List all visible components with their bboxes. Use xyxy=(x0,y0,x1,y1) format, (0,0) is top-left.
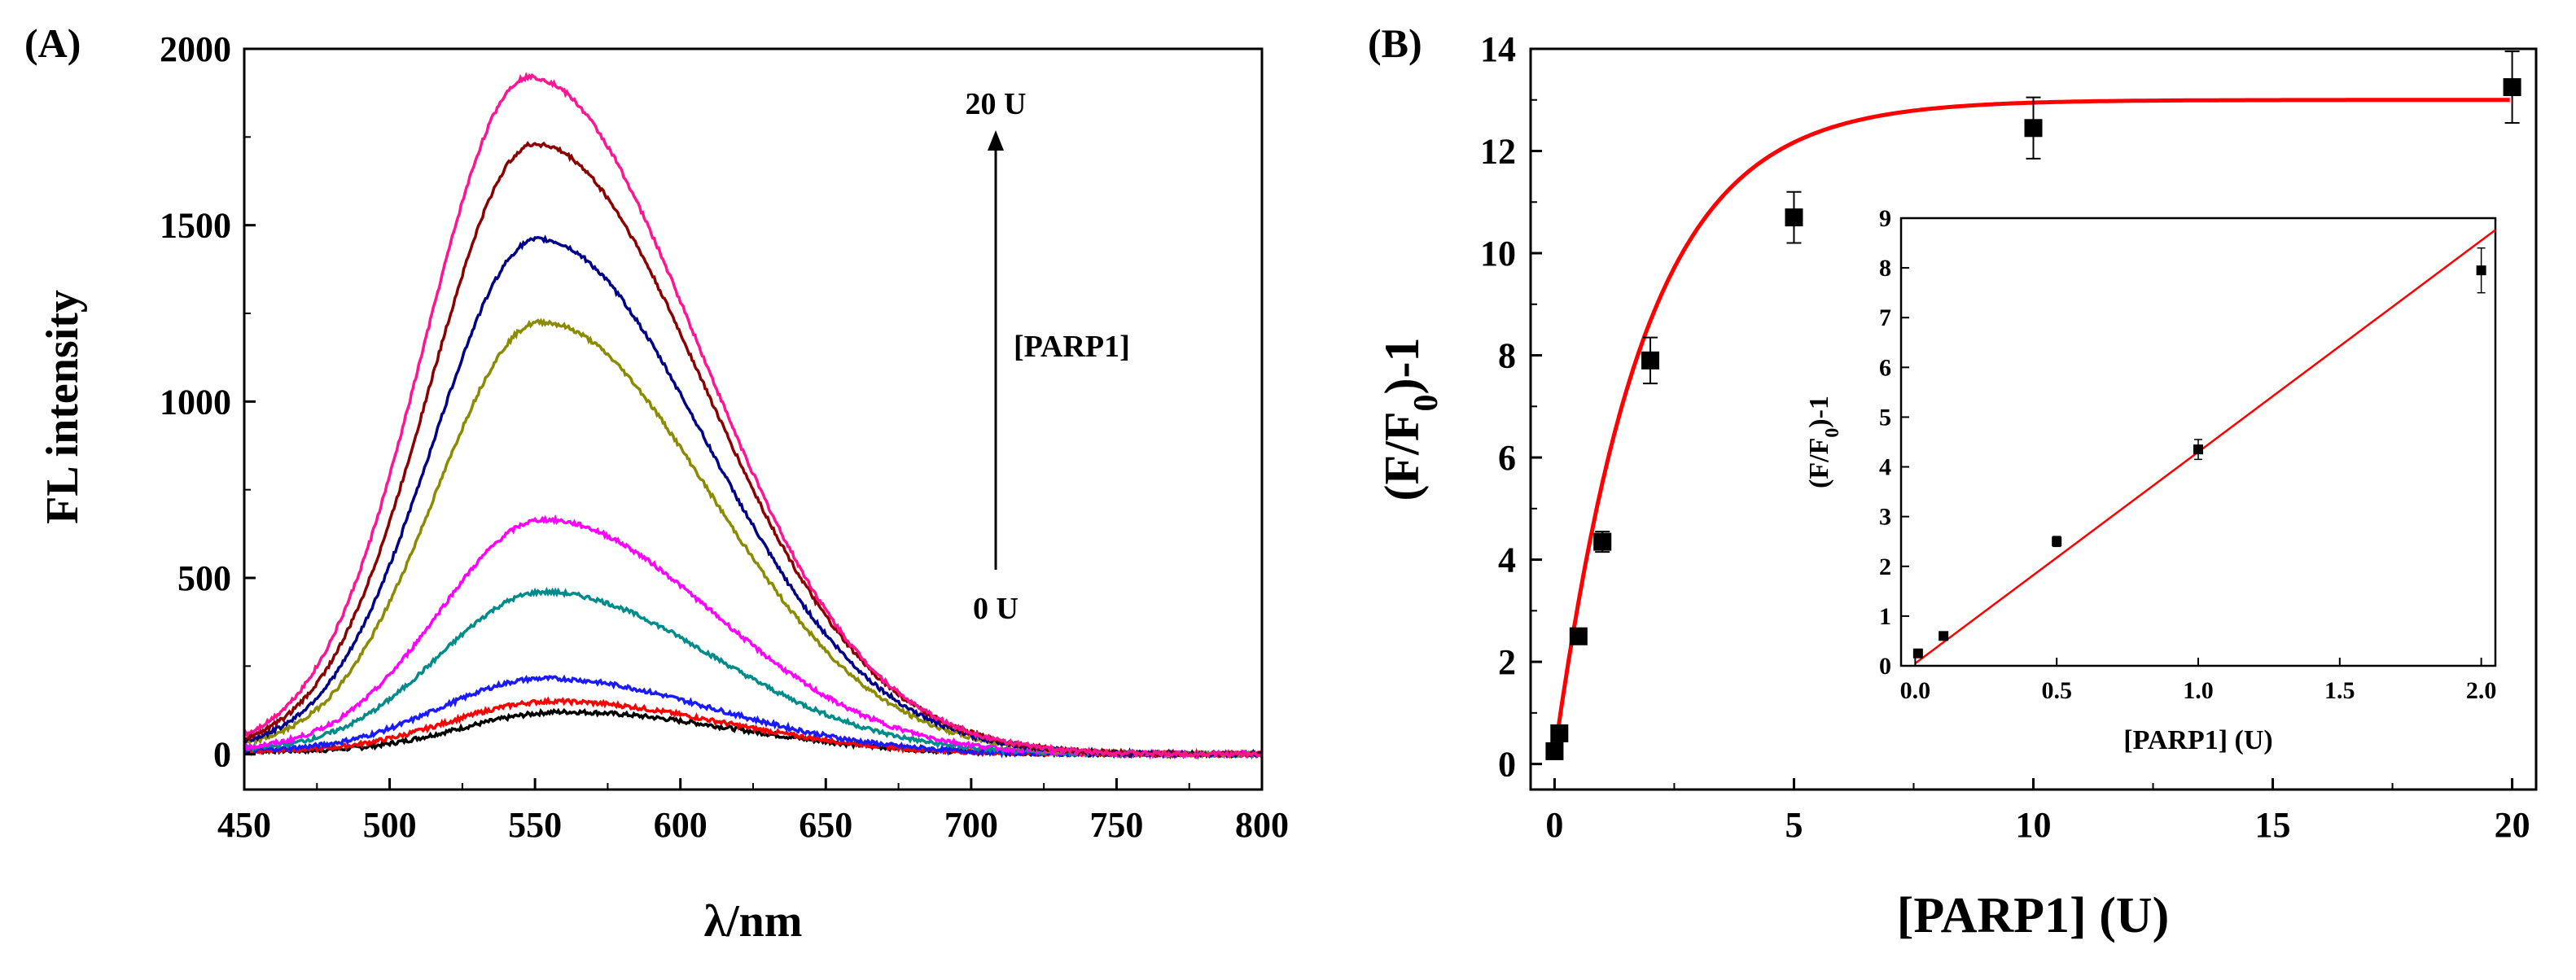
panel-a-y-label: FL intensity xyxy=(37,290,88,524)
spectrum-line xyxy=(243,72,1263,759)
panel-b-x-label: [PARP1] (U) xyxy=(1897,888,2170,943)
x-tick-label: 10 xyxy=(2016,805,2052,845)
y-tick-label: 4 xyxy=(1879,454,1891,481)
panel-b-y-axis: 0 2 4 6 8 10 12 14 xyxy=(1480,29,1542,785)
x-tick-label: 0.0 xyxy=(1900,677,1931,704)
data-point xyxy=(1641,351,1660,370)
y-tick-label: 8 xyxy=(1498,336,1516,376)
x-tick-label: 650 xyxy=(799,805,852,845)
x-tick-label: 1.5 xyxy=(2324,677,2355,704)
y-tick-label: 2 xyxy=(1498,642,1516,682)
x-tick-label: 800 xyxy=(1235,805,1289,845)
panel-b-label: (B) xyxy=(1368,20,1422,66)
x-tick-label: 500 xyxy=(363,805,417,845)
panel-a-y-axis: 0 500 1000 1500 2000 xyxy=(160,29,256,775)
x-tick-label: 0 xyxy=(1545,805,1563,845)
y-tick-label: 10 xyxy=(1480,234,1516,273)
y-tick-label: 1000 xyxy=(160,382,231,422)
data-point xyxy=(1593,532,1612,551)
x-tick-label: 750 xyxy=(1089,805,1143,845)
y-tick-label: 9 xyxy=(1879,205,1891,232)
y-tick-label: 6 xyxy=(1879,354,1891,381)
inset-x-label: [PARP1] (U) xyxy=(2123,725,2272,755)
data-point xyxy=(1939,631,1949,641)
y-tick-label: 1 xyxy=(1879,603,1891,630)
annotation-20u: 20 U xyxy=(966,87,1027,121)
data-point xyxy=(2476,265,2486,276)
label-part: ( xyxy=(1804,479,1834,488)
y-tick-label: 1500 xyxy=(160,206,231,246)
y-tick-label: 3 xyxy=(1879,504,1891,531)
data-point xyxy=(1550,724,1569,742)
x-tick-label: 20 xyxy=(2495,805,2530,845)
inset-fit-line xyxy=(1914,229,2496,664)
inset-y-label-text: (F/F0)-1 xyxy=(1804,396,1843,488)
label-part: F/F xyxy=(1375,412,1429,485)
label-part: )-1 xyxy=(1375,338,1429,395)
annotation-0u: 0 U xyxy=(973,592,1019,626)
label-part: 0 xyxy=(1822,428,1843,438)
data-point xyxy=(2503,78,2521,97)
y-tick-label: 8 xyxy=(1879,255,1891,282)
y-tick-label: 2 xyxy=(1879,553,1891,580)
data-point xyxy=(1912,648,1923,658)
annotation-parp1: [PARP1] xyxy=(1014,330,1130,364)
x-tick-label: 2.0 xyxy=(2466,677,2497,704)
label-part: ( xyxy=(1375,484,1429,501)
y-tick-label: 0 xyxy=(1498,745,1516,785)
y-tick-label: 0 xyxy=(1879,653,1891,680)
label-part: 0 xyxy=(1408,395,1445,412)
data-point xyxy=(1785,208,1803,227)
data-point xyxy=(2024,119,2043,138)
y-tick-label: 0 xyxy=(213,735,231,775)
inset-y-label: (F/F0)-1 xyxy=(1804,396,1843,488)
inset-y-axis: 0 1 2 3 4 5 6 7 8 9 xyxy=(1879,205,1909,680)
x-tick-label: 450 xyxy=(217,805,271,845)
data-point xyxy=(1569,627,1588,645)
label-part: )-1 xyxy=(1804,396,1834,428)
inset-x-axis: 0.0 0.5 1.0 1.5 2.0 xyxy=(1900,658,2497,704)
panel-b-fit-curve xyxy=(1552,98,2510,755)
panel-b-y-label-text: (F/F0)-1 xyxy=(1375,338,1445,501)
panel-a: (A) 450 500 550 600 650 700 750 800 0 500 1000 150… xyxy=(24,20,1289,947)
y-tick-label: 4 xyxy=(1498,540,1516,580)
panel-b-y-label: (F/F0)-1 xyxy=(1375,338,1445,501)
x-tick-label: 1.0 xyxy=(2183,677,2214,704)
x-tick-label: 600 xyxy=(654,805,708,845)
panel-a-curves xyxy=(243,72,1264,760)
data-point xyxy=(1545,742,1564,760)
x-tick-label: 700 xyxy=(944,805,998,845)
inset-chart: 0.0 0.5 1.0 1.5 2.0 0 1 2 3 4 5 6 7 8 9 [PARP1] (U) (… xyxy=(1804,205,2496,755)
x-tick-label: 5 xyxy=(1785,805,1803,845)
y-tick-label: 2000 xyxy=(160,29,231,69)
y-tick-label: 500 xyxy=(177,558,231,598)
fit-curve xyxy=(1552,98,2510,755)
x-tick-label: 0.5 xyxy=(2041,677,2072,704)
panel-b-x-axis: 0 5 10 15 20 xyxy=(1545,778,2530,845)
y-tick-label: 7 xyxy=(1879,304,1891,331)
y-tick-label: 14 xyxy=(1480,29,1516,69)
panel-a-x-axis: 450 500 550 600 650 700 750 800 xyxy=(217,778,1289,845)
data-point xyxy=(2193,444,2203,455)
y-tick-label: 12 xyxy=(1480,132,1516,172)
x-tick-label: 15 xyxy=(2255,805,2291,845)
data-point xyxy=(2052,536,2062,547)
fit-line xyxy=(1914,229,2496,664)
spectrum-line xyxy=(243,141,1263,759)
concentration-arrow xyxy=(988,130,1004,570)
inset-points xyxy=(1912,247,2486,658)
panel-b-points xyxy=(1545,50,2521,760)
x-tick-label: 550 xyxy=(508,805,562,845)
y-tick-label: 6 xyxy=(1498,438,1516,478)
spectrum-line xyxy=(243,696,1263,760)
y-tick-label: 5 xyxy=(1879,404,1891,431)
arrow-head xyxy=(988,130,1004,151)
label-part: F/F xyxy=(1804,438,1834,479)
panel-a-x-label: λ/nm xyxy=(704,896,803,947)
panel-a-label: (A) xyxy=(24,20,81,66)
